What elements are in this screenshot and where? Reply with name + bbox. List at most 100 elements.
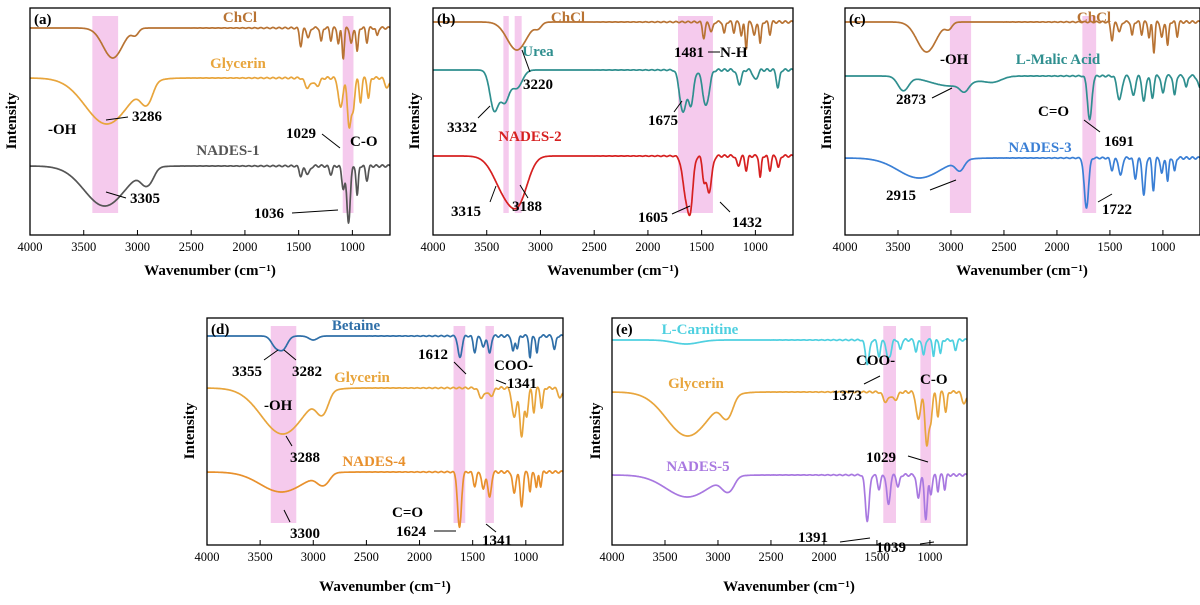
- panel-b-band-1: [514, 16, 522, 213]
- panel-a-x-tick-label-4: 2000: [232, 240, 257, 254]
- panel-e-series-0-label: L-Carnitine: [662, 322, 739, 338]
- panel-d-series-2-line: [206, 470, 564, 529]
- panel-c-x-tick-label-2: 3000: [938, 240, 963, 254]
- panel-b-annot-1675: 1675: [648, 113, 678, 129]
- panel-b-frame: [432, 7, 794, 236]
- panel-d-annot-1341-bottom: 1341: [482, 533, 512, 549]
- panel-b-annot-1481: 1481: [674, 45, 704, 61]
- panel-c-x-tick-label-0: 4000: [833, 240, 858, 254]
- panel-c-arrow-1691: [1083, 119, 1101, 133]
- panel-a-xlabel: Wavenumber (cm⁻¹): [144, 263, 276, 279]
- panel-d-x-tick-label-6: 1000: [513, 550, 538, 564]
- panel-d-label: (d): [211, 322, 229, 338]
- panel-b: 4000 3500 3000 2500 2000 1500 1000 (b) Wavenum…: [407, 7, 794, 279]
- panel-e-annot-coo: COO-: [856, 353, 895, 369]
- panel-a-annot-1029: 1029: [286, 126, 316, 142]
- panel-b-label: (b): [437, 12, 455, 28]
- panel-c-series-1-line: [844, 73, 1200, 121]
- panel-d-annot-co: C=O: [392, 505, 423, 521]
- panel-d-annot-coo: COO-: [494, 358, 533, 374]
- panel-d-annot-3288: 3288: [290, 450, 320, 466]
- panel-a-series-1-label: Glycerin: [210, 56, 266, 72]
- panel-b-bands: [503, 16, 713, 213]
- panel-c-series-2-label: NADES-3: [1008, 140, 1071, 156]
- panel-d-annot-oh: -OH: [264, 398, 293, 414]
- panel-c-x-tick-label-1: 3500: [885, 240, 910, 254]
- panel-e-x-tick-label-3: 2500: [758, 550, 783, 564]
- panel-c-frame: [844, 7, 1200, 236]
- panel-a-x-tick-label-2: 3000: [125, 240, 150, 254]
- panel-b-series-2-label: NADES-2: [498, 129, 561, 145]
- panel-e-ylabel: Intensity: [588, 402, 604, 459]
- panel-e-x-tick-label-1: 3500: [652, 550, 677, 564]
- panel-b-series-0-label: ChCl: [551, 10, 585, 26]
- panel-d-annot-3282: 3282: [292, 364, 322, 380]
- panel-d-x-tick-label-2: 3000: [301, 550, 326, 564]
- panel-b-x-ticks: 4000 3500 3000 2500 2000 1500 1000: [421, 230, 768, 254]
- panel-d-arrow-1612: [453, 361, 467, 375]
- panel-c-bands: [949, 16, 1097, 213]
- panel-c-label: (c): [849, 12, 866, 28]
- panel-a-curves: [29, 26, 391, 224]
- panel-e-series-2-label: NADES-5: [666, 459, 729, 475]
- panel-d-arrow-3288: [285, 435, 293, 447]
- panel-b-x-tick-label-6: 1000: [743, 240, 768, 254]
- panel-e-annot-1373: 1373: [832, 388, 862, 404]
- panel-c-x-tick-label-5: 1500: [1097, 240, 1122, 254]
- panel-b-band-0: [503, 16, 509, 213]
- panel-c-xlabel: Wavenumber (cm⁻¹): [956, 263, 1088, 279]
- panel-d-x-tick-label-3: 2500: [354, 550, 379, 564]
- panel-b-x-tick-label-3: 2500: [582, 240, 607, 254]
- panel-c-annot-2873: 2873: [896, 92, 926, 108]
- panel-d-arrow-3300: [283, 509, 291, 523]
- panel-c-curves: [844, 20, 1200, 209]
- panel-d-x-ticks: 4000 3500 3000 2500 2000 1500 1000: [195, 540, 538, 564]
- panel-e-arrow-1029: [907, 455, 929, 463]
- panel-b-x-tick-label-0: 4000: [421, 240, 446, 254]
- panel-c-annot-oh: -OH: [940, 52, 969, 68]
- panel-c-annot-1691: 1691: [1104, 134, 1134, 150]
- panel-d-series-1-label: Glycerin: [334, 370, 390, 386]
- panel-a-series-1-line: [29, 76, 391, 129]
- panel-d-arrow-1341-bottom: [485, 523, 497, 533]
- panel-b-annot-3315: 3315: [451, 204, 481, 220]
- panel-d-x-tick-label-0: 4000: [195, 550, 220, 564]
- panel-c-arrow-2915: [929, 179, 957, 191]
- panel-c-annot-2915: 2915: [886, 188, 916, 204]
- panel-a: 4000 3500 3000 2500 2000 1500 1000 (a) Wavenum…: [4, 7, 391, 279]
- panel-e-x-ticks: 4000 3500 3000 2500 2000 1500 1000: [600, 540, 942, 564]
- panel-d-annot-1612: 1612: [418, 347, 448, 363]
- panel-b-x-tick-label-5: 1500: [689, 240, 714, 254]
- panel-d-annot-3355: 3355: [232, 364, 262, 380]
- panel-b-annot-1432: 1432: [732, 215, 762, 231]
- panel-a-x-tick-label-3: 2500: [179, 240, 204, 254]
- panel-e-annot-1039: 1039: [876, 540, 906, 556]
- panel-e: 4000 3500 3000 2500 2000 1500 1000 (e) Wavenum…: [588, 317, 968, 595]
- panel-b-annot-3220: 3220: [523, 77, 553, 93]
- panel-e-x-tick-label-6: 1000: [917, 550, 942, 564]
- panel-a-band-0: [92, 16, 119, 213]
- panel-c-series-1-label: L-Malic Acid: [1016, 52, 1101, 68]
- panel-e-x-tick-label-4: 2000: [811, 550, 836, 564]
- panel-e-series-1-line: [611, 390, 968, 447]
- panel-d-series-0-line: [206, 333, 564, 359]
- panel-b-x-tick-label-4: 2000: [635, 240, 660, 254]
- panel-e-arrow-1373: [863, 375, 881, 385]
- panel-c-arrow-2873: [931, 87, 953, 99]
- panel-b-arrow-3315: [489, 185, 497, 203]
- panel-a-arrow-1036: [291, 209, 339, 214]
- panel-c-annot-1722: 1722: [1102, 202, 1132, 218]
- panel-a-frame: [29, 7, 391, 236]
- panel-e-series-1-label: Glycerin: [668, 376, 724, 392]
- panel-a-ylabel: Intensity: [4, 92, 20, 149]
- panel-c-x-tick-label-6: 1000: [1150, 240, 1175, 254]
- panel-b-arrow-3220: [521, 49, 531, 73]
- panel-d-arrow-3355: [263, 349, 279, 361]
- panel-a-x-tick-label-0: 4000: [18, 240, 43, 254]
- panel-d-series-2-label: NADES-4: [342, 454, 406, 470]
- panel-a-x-ticks: 4000 3500 3000 2500 2000 1500 1000: [18, 230, 365, 254]
- panel-a-series-2-line: [29, 164, 391, 224]
- panel-b-series-2-line: [432, 153, 794, 217]
- panel-d-ylabel: Intensity: [182, 402, 198, 459]
- panel-d-annot-3300: 3300: [290, 526, 320, 542]
